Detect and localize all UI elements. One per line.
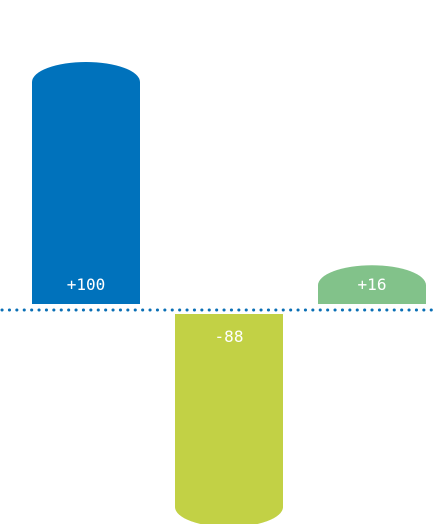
bar-value-label-1: +100 <box>67 275 106 294</box>
bar-2 <box>175 314 283 524</box>
bar-value-label-3: +16 <box>358 275 387 294</box>
labels-layer: +100 -88 +16 <box>67 275 387 346</box>
bar-value-label-2: -88 <box>215 327 244 346</box>
bar-3 <box>318 265 426 304</box>
bar-1 <box>32 62 140 304</box>
bars-layer <box>32 62 426 524</box>
